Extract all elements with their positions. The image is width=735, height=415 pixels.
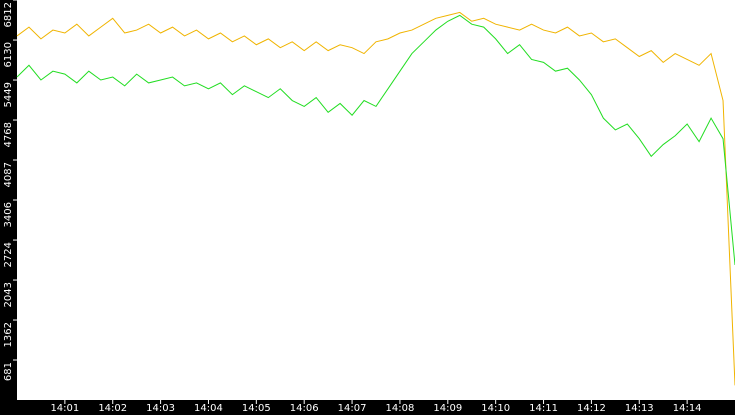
x-tick-label: 14:04 <box>194 403 223 414</box>
y-tick-label: 5449 <box>3 82 14 107</box>
x-tick-label: 14:03 <box>146 403 175 414</box>
y-tick-label: 4087 <box>3 162 14 187</box>
x-tick-label: 14:12 <box>577 403 606 414</box>
x-tick-label: 14:06 <box>290 403 319 414</box>
series-line <box>16 14 735 265</box>
y-tick-label: 6812 <box>3 2 14 27</box>
x-tick-label: 14:14 <box>673 403 702 414</box>
y-tick-label: 1362 <box>3 322 14 347</box>
y-tick-label: 681 <box>3 362 14 381</box>
y-axis-bar <box>0 0 17 415</box>
x-tick-label: 14:13 <box>625 403 654 414</box>
x-tick-label: 14:05 <box>242 403 271 414</box>
y-tick-label: 2724 <box>3 242 14 267</box>
x-tick-label: 14:10 <box>481 403 510 414</box>
x-tick-label: 14:01 <box>50 403 79 414</box>
x-tick-label: 14:11 <box>529 403 558 414</box>
x-tick-label: 14:07 <box>338 403 367 414</box>
x-tick-label: 14:09 <box>433 403 462 414</box>
y-tick-label: 6130 <box>3 42 14 67</box>
y-tick-label: 3406 <box>3 202 14 227</box>
y-tick-label: 2043 <box>3 282 14 307</box>
x-axis-bar <box>0 400 735 415</box>
series-line <box>16 11 735 386</box>
x-tick-label: 14:08 <box>386 403 415 414</box>
y-tick-label: 4768 <box>3 122 14 147</box>
x-tick-label: 14:02 <box>98 403 127 414</box>
